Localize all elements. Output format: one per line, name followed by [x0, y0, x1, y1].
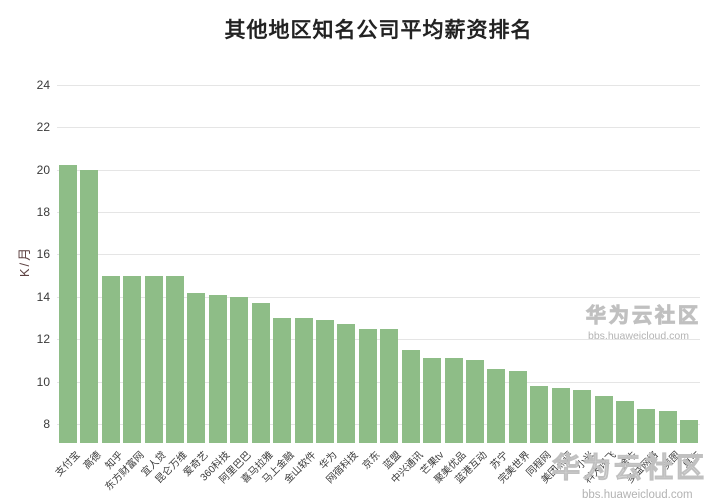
gridline-y-8 [57, 423, 700, 425]
bar-多益网络 [637, 409, 656, 443]
y-tick-label: 22 [36, 120, 50, 135]
y-tick-label: 20 [36, 162, 50, 177]
x-tick-label-支付宝: 支付宝 [53, 449, 83, 479]
gridline-y-22 [57, 127, 700, 129]
bar-同程网 [530, 385, 549, 443]
bar-聚美优品 [444, 358, 463, 443]
y-tick-label: 10 [36, 374, 50, 389]
y-tick-label: 24 [36, 77, 50, 92]
y-tick-label: 12 [36, 332, 50, 347]
bar-苏宁 [487, 368, 506, 443]
bar-昆仑万维 [165, 275, 184, 443]
y-tick-label: 16 [36, 247, 50, 262]
bar-360科技 [208, 294, 227, 443]
gridline-y-18 [57, 212, 700, 213]
gridline-y-16 [57, 254, 700, 256]
bar-马上金融 [273, 318, 292, 443]
gridline-y-10 [57, 381, 700, 383]
chart-title: 其他地区知名公司平均薪资排名 [224, 19, 533, 42]
x-tick-label-易车: 易车 [681, 449, 704, 472]
y-tick-label: 18 [36, 205, 50, 219]
bar-中兴通讯 [401, 349, 420, 443]
gridline-y-24 [57, 84, 700, 86]
bar-小米 [573, 390, 592, 443]
bar-网宿科技 [337, 324, 356, 443]
bar-喜马拉雅 [251, 303, 270, 443]
bar-知乎 [101, 275, 120, 443]
bar-东方财富网 [123, 275, 141, 443]
bar-蓝港互动 [465, 360, 484, 443]
bar-爱奇艺 [187, 292, 206, 443]
bar-蓝盟 [380, 328, 399, 443]
gridline-y-20 [57, 169, 700, 171]
y-tick-label: 8 [43, 416, 50, 431]
bar-科大讯飞 [594, 396, 613, 443]
bar-完美世界 [508, 370, 527, 443]
bar-美图 [658, 411, 677, 443]
bar-途牛 [616, 400, 634, 443]
bar-金山软件 [294, 318, 313, 443]
bar-华为 [315, 320, 334, 443]
gridline-y-14 [57, 296, 700, 298]
bar-易车 [680, 419, 699, 443]
y-tick-label: 14 [36, 289, 50, 304]
bar-美团点评 [551, 387, 570, 443]
plot-area [57, 70, 700, 443]
bar-京东 [358, 328, 377, 443]
x-tick-labels: 支付宝 高德 知乎 东方财富网 宜人贷 昆仑万维 爱奇艺 360科技 阿里巴巴 喜马拉雅 马上金融金… [53, 445, 704, 504]
bar-宜人贷 [144, 275, 163, 443]
gridline-y-12 [57, 339, 700, 341]
bar-高德 [80, 169, 99, 443]
bar-阿里巴巴 [230, 296, 249, 443]
bar-支付宝 [58, 165, 77, 443]
x-tick-label-高德: 高德 [81, 449, 104, 472]
bar-芒果tv [423, 358, 442, 443]
